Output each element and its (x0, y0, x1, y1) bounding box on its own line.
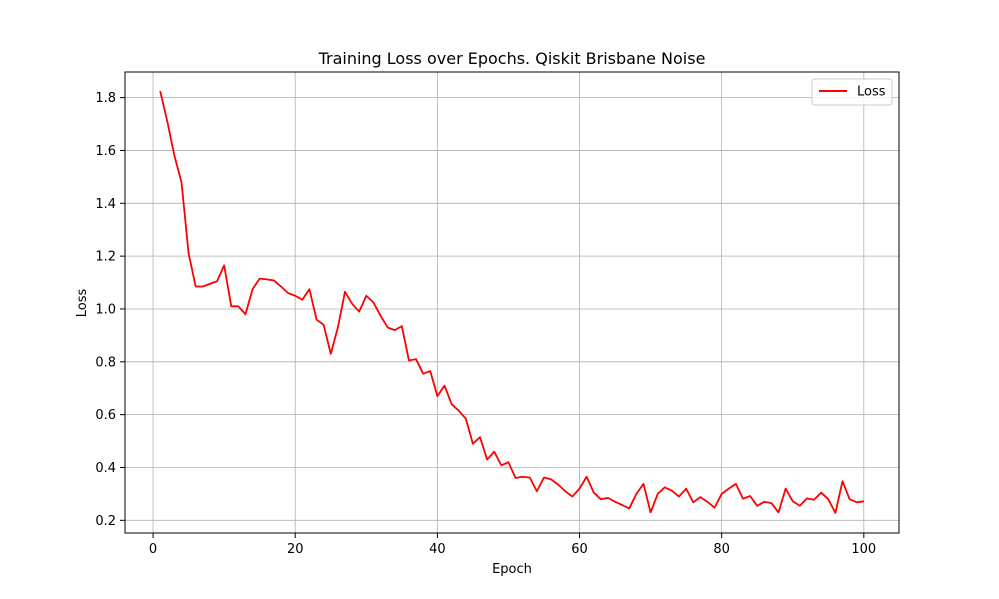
y-tick-label: 0.8 (95, 355, 116, 370)
x-tick-label: 20 (287, 542, 304, 557)
y-tick-label: 0.6 (95, 408, 116, 423)
x-axis-ticks: 0 20 40 60 80 100 (149, 533, 876, 557)
plot-area (125, 72, 899, 533)
x-tick-label: 60 (571, 542, 588, 557)
legend-frame (811, 78, 893, 106)
y-axis-label: Loss (75, 289, 90, 318)
chart-title: Training Loss over Epochs. Qiskit Brisba… (318, 49, 706, 68)
legend: Loss (811, 78, 893, 106)
x-tick-label: 100 (851, 542, 876, 557)
grid-lines (125, 72, 899, 533)
y-tick-label: 1.6 (95, 144, 116, 159)
y-tick-label: 1.4 (95, 197, 116, 212)
y-axis-ticks: 0.2 0.4 0.6 0.8 1.0 1.2 1.4 1.6 1.8 (95, 91, 125, 529)
plot-frame (124, 71, 900, 534)
y-tick-label: 0.4 (95, 461, 116, 476)
legend-entry-loss: Loss (857, 85, 886, 100)
y-tick-label: 0.2 (95, 514, 116, 529)
y-tick-label: 1.2 (95, 250, 116, 265)
x-tick-label: 40 (429, 542, 446, 557)
y-tick-label: 1.0 (95, 302, 116, 317)
x-tick-label: 80 (713, 542, 730, 557)
series-line-loss (159, 90, 864, 514)
y-tick-label: 1.8 (95, 91, 116, 106)
x-tick-label: 0 (149, 542, 157, 557)
x-axis-label: Epoch (492, 562, 532, 577)
series-layer (159, 90, 864, 514)
